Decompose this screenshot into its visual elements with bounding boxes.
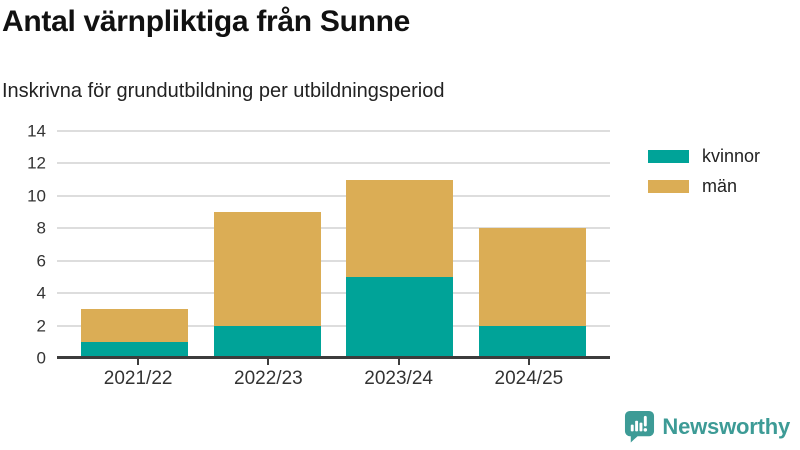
x-axis-tick-mark xyxy=(527,358,530,365)
y-axis-tick-label: 4 xyxy=(36,283,46,303)
y-axis-tick-label: 2 xyxy=(36,316,46,336)
bar-segment-kvinnor xyxy=(479,325,587,358)
newsworthy-logo-text: Newsworthy xyxy=(662,413,790,439)
legend-label: kvinnor xyxy=(702,146,761,166)
x-axis-tick-label: 2022/23 xyxy=(234,368,303,389)
x-axis-tick-label: 2021/22 xyxy=(103,368,173,389)
bar-segment-män xyxy=(213,212,321,326)
gridline xyxy=(57,292,610,295)
legend-item-män: män xyxy=(648,176,760,197)
gridline xyxy=(57,162,610,165)
bars-container xyxy=(57,131,610,358)
newsworthy-logo[interactable]: Newsworthy xyxy=(624,410,790,443)
chart-title: Antal värnpliktiga från Sunne xyxy=(2,5,411,38)
newsworthy-logo-icon xyxy=(624,410,655,443)
y-axis-tick-label: 14 xyxy=(27,121,46,141)
bar-segment-män xyxy=(346,179,454,277)
x-axis-tick-label: 2024/25 xyxy=(494,368,564,389)
legend-label: män xyxy=(702,176,738,196)
x-axis-line xyxy=(57,356,610,359)
bar-segment-män xyxy=(80,309,188,342)
bar-segment-män xyxy=(479,228,587,326)
gridline xyxy=(57,227,610,230)
y-axis-tick-label: 10 xyxy=(27,186,46,206)
x-tick-slot xyxy=(203,358,333,365)
plot-area xyxy=(57,130,610,359)
gridline xyxy=(57,259,610,262)
x-axis-tick-mark xyxy=(267,358,270,365)
legend-item-kvinnor: kvinnor xyxy=(648,146,760,167)
y-axis-labels: 0 2 4 6 8 10 12 14 xyxy=(0,123,46,367)
stacked-bar-2022-23 xyxy=(213,131,321,358)
x-tick-slot xyxy=(464,358,594,365)
bar-slot xyxy=(201,131,334,358)
bar-segment-kvinnor xyxy=(80,341,188,358)
legend-swatch xyxy=(648,150,689,163)
bar-slot xyxy=(68,131,201,358)
bar-segment-kvinnor xyxy=(213,325,321,358)
x-axis-ticks xyxy=(57,358,610,365)
gridline xyxy=(57,130,610,132)
stacked-bar-2024-25 xyxy=(479,131,587,358)
chart-subtitle: Inskrivna för grundutbildning per utbild… xyxy=(2,80,445,102)
x-axis-tick-mark xyxy=(397,358,400,365)
y-axis-tick-label: 8 xyxy=(36,218,46,238)
bar-slot xyxy=(334,131,467,358)
stacked-bar-2023-24 xyxy=(346,131,454,358)
y-axis-tick-label: 12 xyxy=(27,153,46,173)
stacked-bar-2021-22 xyxy=(80,131,188,358)
chart-legend: kvinnor män xyxy=(648,146,760,197)
x-axis-tick-label: 2023/24 xyxy=(364,368,433,389)
x-tick-slot xyxy=(73,358,203,365)
bar-slot xyxy=(466,131,599,358)
gridline xyxy=(57,324,610,327)
x-axis-labels: 2021/22 2022/23 2023/24 2024/25 xyxy=(57,368,610,390)
x-tick-slot xyxy=(334,358,464,365)
legend-swatch xyxy=(648,180,689,193)
gridline xyxy=(57,194,610,197)
bar-segment-kvinnor xyxy=(346,276,454,358)
x-axis-tick-mark xyxy=(137,358,140,365)
y-axis-tick-label: 0 xyxy=(36,348,46,368)
y-axis-tick-label: 6 xyxy=(36,251,46,271)
